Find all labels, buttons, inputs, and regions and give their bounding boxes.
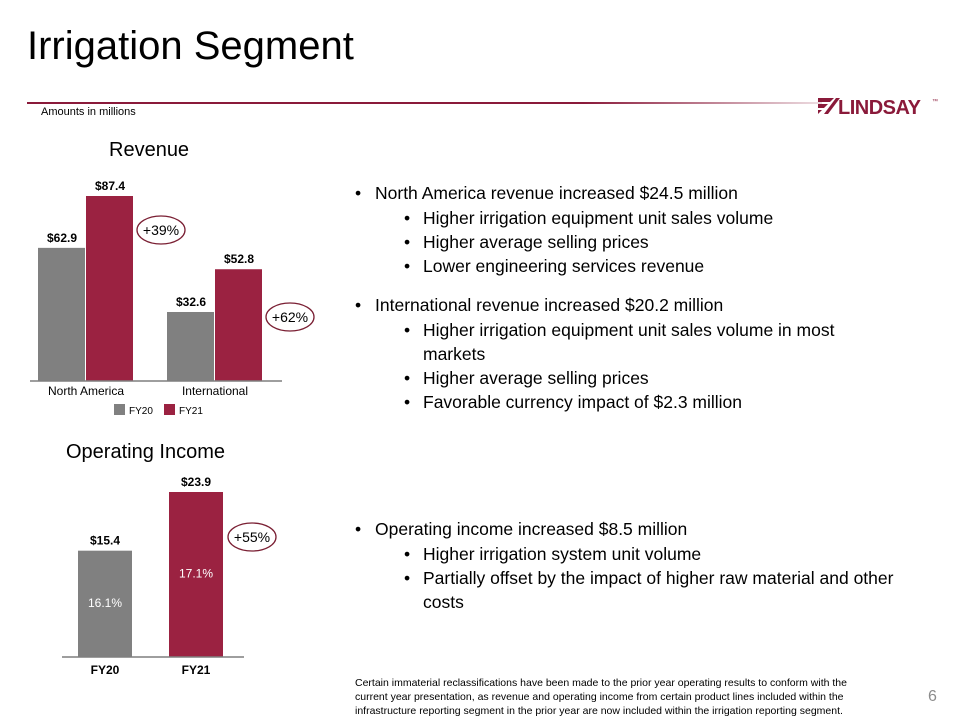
footnote: Certain immaterial reclassifications hav… [355,677,847,717]
legend-swatch [164,404,175,415]
page-number: 6 [928,688,937,705]
bullet-item: North America revenue increased $24.5 mi… [355,180,895,206]
sub-bullet-item: Higher average selling prices [355,230,895,254]
revenue-bar-chart: $62.9 $32.6 $87.4 $52.8 North America Interna… [30,179,315,417]
sub-bullet-item: Favorable currency impact of $2.3 millio… [355,390,895,414]
sub-bullet-item: Lower engineering services revenue [355,254,895,278]
growth-label: +39% [143,222,179,238]
bullet-gap [355,278,895,292]
bar-value-label: $87.4 [95,179,125,193]
bar-value-label: $23.9 [181,475,211,489]
category-label: North America [48,384,124,398]
amounts-note: Amounts in millions [41,106,136,118]
lindsay-logo: LINDSAY ™ [818,97,938,118]
growth-label: +62% [272,309,308,325]
bar-value-label: $62.9 [47,231,77,245]
bar-value-label: $15.4 [90,534,120,548]
logo-text: LINDSAY [838,97,922,118]
operating-income-chart-title: Operating Income [66,441,225,463]
bar-fy20 [78,550,132,657]
revenue-bullets: North America revenue increased $24.5 mi… [355,180,895,414]
margin-label: 17.1% [179,567,213,581]
bullet-item: International revenue increased $20.2 mi… [355,292,895,318]
revenue-chart-title: Revenue [109,139,190,161]
category-label: FY20 [91,663,120,677]
legend-label: FY20 [129,406,153,417]
growth-circle [265,302,315,332]
bar-fy20-1 [167,311,214,381]
sub-bullet-item: Higher average selling prices [355,366,895,390]
operating-income-bar-chart: $15.4 16.1% FY20 $23.9 17.1% FY21 +55% [62,475,277,677]
growth-circle [136,215,186,245]
category-label: International [182,384,248,398]
sub-bullet-item: Higher irrigation equipment unit sales v… [355,318,895,366]
page-title: Irrigation Segment [27,24,354,68]
bar-fy21-0 [86,196,133,381]
bar-fy21 [169,492,223,657]
growth-label: +55% [234,529,270,545]
bullet-item: Operating income increased $8.5 million [355,516,895,542]
title-divider [27,102,822,104]
bar-value-label: $32.6 [176,295,206,309]
legend-label: FY21 [179,406,203,417]
bar-fy21-1 [215,269,262,381]
logo-mark-icon [818,98,840,114]
operating-income-bullets: Operating income increased $8.5 millionH… [355,516,895,614]
bar-value-label: $52.8 [224,252,254,266]
sub-bullet-item: Higher irrigation system unit volume [355,542,895,566]
sub-bullet-item: Partially offset by the impact of higher… [355,566,895,614]
growth-circle [227,522,277,552]
sub-bullet-item: Higher irrigation equipment unit sales v… [355,206,895,230]
legend-swatch [114,404,125,415]
category-label: FY21 [182,663,211,677]
margin-label: 16.1% [88,596,122,610]
bar-fy20-0 [38,247,85,381]
logo-trademark: ™ [932,98,938,105]
